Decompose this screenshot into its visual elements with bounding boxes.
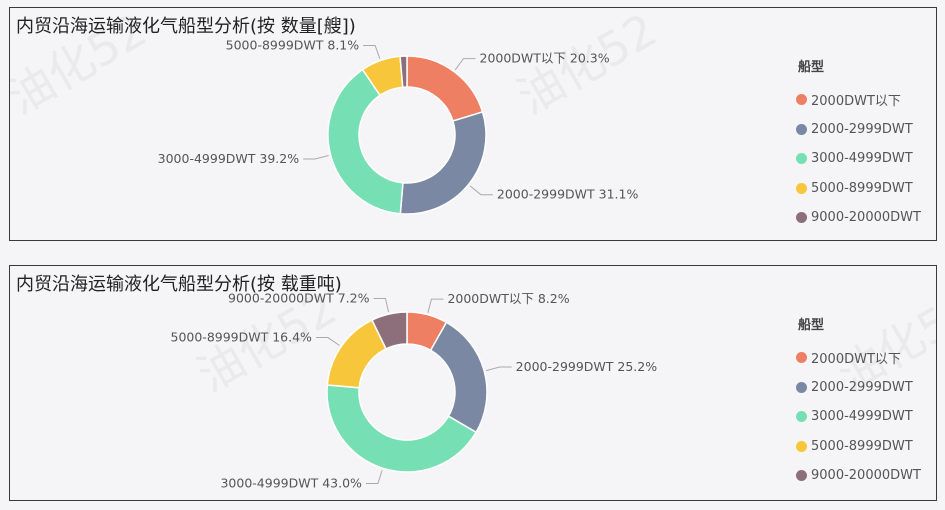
- slice-label-2000-2999: 2000-2999DWT 25.2%: [516, 359, 658, 374]
- pie-slice-3000-4999[interactable]: [326, 384, 478, 473]
- legend-item-5000-8999[interactable]: 5000-8999DWT: [796, 432, 921, 462]
- legend-dot-icon: [796, 352, 807, 364]
- legend-item-2000-2999[interactable]: 2000-2999DWT: [796, 115, 921, 145]
- legend-item-2000-2999[interactable]: 2000-2999DWT: [796, 373, 921, 403]
- chart-title: 内贸沿海运输液化气船型分析(按 载重吨): [16, 274, 342, 295]
- legend-item-under-2000[interactable]: 2000DWT以下: [796, 85, 921, 115]
- legend-label: 9000-20000DWT: [811, 468, 921, 484]
- pie-slice-2000-2999[interactable]: [399, 110, 487, 215]
- label-leader-line: [469, 185, 493, 196]
- legend-title: 船型: [798, 318, 825, 333]
- legend-dot-icon: [796, 440, 807, 452]
- legend-item-5000-8999[interactable]: 5000-8999DWT: [796, 174, 921, 204]
- legend-label: 3000-4999DWT: [811, 151, 913, 167]
- legend-dot-icon: [796, 153, 807, 165]
- legend-label: 9000-20000DWT: [811, 210, 921, 226]
- legend-dot-icon: [796, 123, 807, 135]
- donut-chart-by-dwt: 2000DWT以下 8.2% 2000-2999DWT 25.2% 3000-499…: [171, 290, 658, 490]
- slice-label-3000-4999: 3000-4999DWT 43.0%: [220, 475, 362, 490]
- label-leader-line: [303, 155, 329, 160]
- chart-panel-by-dwt: 油化52 油化52 内贸沿海运输液化气船型分析(按 载重吨) 2000DWT以下…: [9, 265, 937, 501]
- legend-label: 3000-4999DWT: [811, 409, 913, 425]
- pie-slice-9000-20000[interactable]: [371, 311, 408, 350]
- chart-panel-by-count: 油化52 油化52 内贸沿海运输液化气船型分析(按 数量[艘]) 2000DWT…: [9, 7, 937, 241]
- donut-chart-by-count: 2000DWT以下 20.3% 2000-2999DWT 31.1% 3000-49…: [158, 38, 639, 215]
- label-leader-line: [363, 45, 381, 59]
- legend-dot-icon: [796, 470, 807, 482]
- legend-label: 5000-8999DWT: [811, 180, 913, 196]
- legend-dot-icon: [796, 182, 807, 194]
- label-leader-line: [365, 469, 383, 484]
- pie-slice-2000-2999[interactable]: [429, 321, 488, 434]
- label-leader-line: [315, 337, 340, 346]
- pie-slice-under-2000[interactable]: [406, 55, 484, 122]
- legend-item-3000-4999[interactable]: 3000-4999DWT: [796, 402, 921, 432]
- label-leader-line: [486, 366, 512, 372]
- label-leader-line: [427, 298, 444, 313]
- legend-item-under-2000[interactable]: 2000DWT以下: [796, 343, 921, 373]
- legend: 船型 2000DWT以下 2000-2999DWT 3000-4999DWT 5000…: [796, 314, 921, 491]
- pie-slice-9000-20000[interactable]: [399, 55, 408, 88]
- legend-dot-icon: [796, 381, 807, 393]
- legend-dot-icon: [796, 94, 807, 106]
- legend-label: 5000-8999DWT: [811, 438, 913, 454]
- slice-label-5000-8999: 5000-8999DWT 16.4%: [171, 330, 313, 345]
- legend: 船型 2000DWT以下 2000-2999DWT 3000-4999DWT 5000…: [796, 56, 921, 233]
- legend-item-3000-4999[interactable]: 3000-4999DWT: [796, 144, 921, 174]
- legend-dot-icon: [796, 212, 807, 224]
- slice-label-under-2000: 2000DWT以下 8.2%: [447, 291, 569, 306]
- slice-label-9000-20000: 9000-20000DWT 7.2%: [228, 290, 370, 305]
- legend-title: 船型: [798, 60, 825, 75]
- slice-label-under-2000: 2000DWT以下 20.3%: [480, 51, 610, 66]
- label-leader-line: [373, 297, 390, 313]
- slice-label-3000-4999: 3000-4999DWT 39.2%: [158, 151, 300, 166]
- legend-label: 2000DWT以下: [811, 352, 901, 368]
- pie-slice-3000-4999[interactable]: [327, 68, 404, 215]
- label-leader-line: [454, 58, 476, 71]
- legend-label: 2000DWT以下: [811, 94, 901, 110]
- chart-title: 内贸沿海运输液化气船型分析(按 数量[艘]): [16, 16, 356, 37]
- legend-item-9000-20000[interactable]: 9000-20000DWT: [796, 461, 921, 491]
- legend-label: 2000-2999DWT: [811, 379, 913, 395]
- legend-dot-icon: [796, 411, 807, 423]
- legend-label: 2000-2999DWT: [811, 121, 913, 137]
- legend-item-9000-20000[interactable]: 9000-20000DWT: [796, 203, 921, 233]
- slice-label-5000-8999: 5000-8999DWT 8.1%: [226, 38, 360, 53]
- slice-label-2000-2999: 2000-2999DWT 31.1%: [497, 187, 639, 202]
